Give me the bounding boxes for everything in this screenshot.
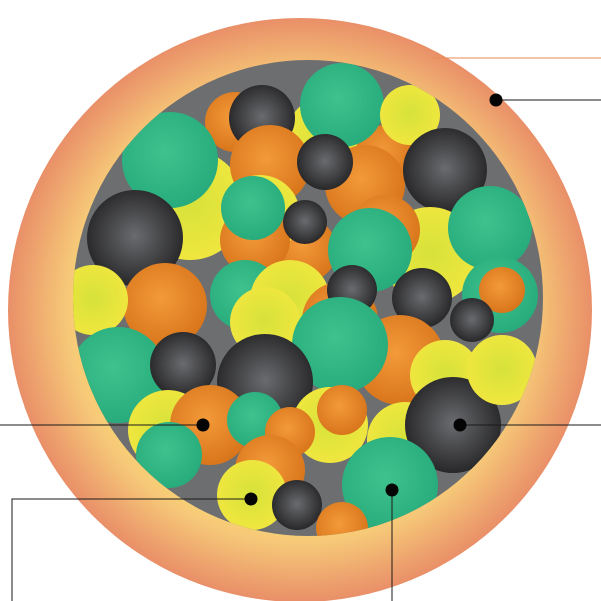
yellow-bead-leader-line bbox=[11, 498, 251, 601]
green-bead-marker-dot bbox=[385, 483, 399, 497]
black-bead bbox=[283, 200, 327, 244]
green-bead bbox=[136, 422, 202, 488]
green-bead bbox=[292, 297, 388, 393]
green-bead bbox=[221, 176, 285, 240]
green-bead bbox=[300, 63, 384, 147]
orange-bead bbox=[316, 502, 368, 536]
green-bead bbox=[122, 112, 218, 208]
black-bead bbox=[403, 128, 487, 212]
outer-shell-marker-dot bbox=[489, 93, 503, 107]
yellow-bead bbox=[467, 335, 537, 405]
orange-bead bbox=[479, 267, 525, 313]
black-bead bbox=[150, 332, 216, 398]
green-bead bbox=[448, 186, 532, 270]
black-bead bbox=[450, 298, 494, 342]
yellow-bead bbox=[380, 85, 440, 145]
black-bead-marker-dot bbox=[453, 418, 467, 432]
black-bead bbox=[392, 268, 452, 328]
bead-cluster bbox=[73, 63, 538, 536]
yellow-bead bbox=[73, 265, 128, 335]
black-bead bbox=[87, 190, 183, 286]
black-bead bbox=[272, 480, 322, 530]
orange-bead bbox=[123, 263, 207, 347]
orange-bead bbox=[317, 385, 367, 435]
orange-bead-marker-dot bbox=[196, 418, 210, 432]
black-bead bbox=[405, 377, 501, 473]
yellow-bead-marker-dot bbox=[244, 492, 258, 506]
black-bead bbox=[297, 134, 353, 190]
leader-lines bbox=[0, 57, 601, 601]
